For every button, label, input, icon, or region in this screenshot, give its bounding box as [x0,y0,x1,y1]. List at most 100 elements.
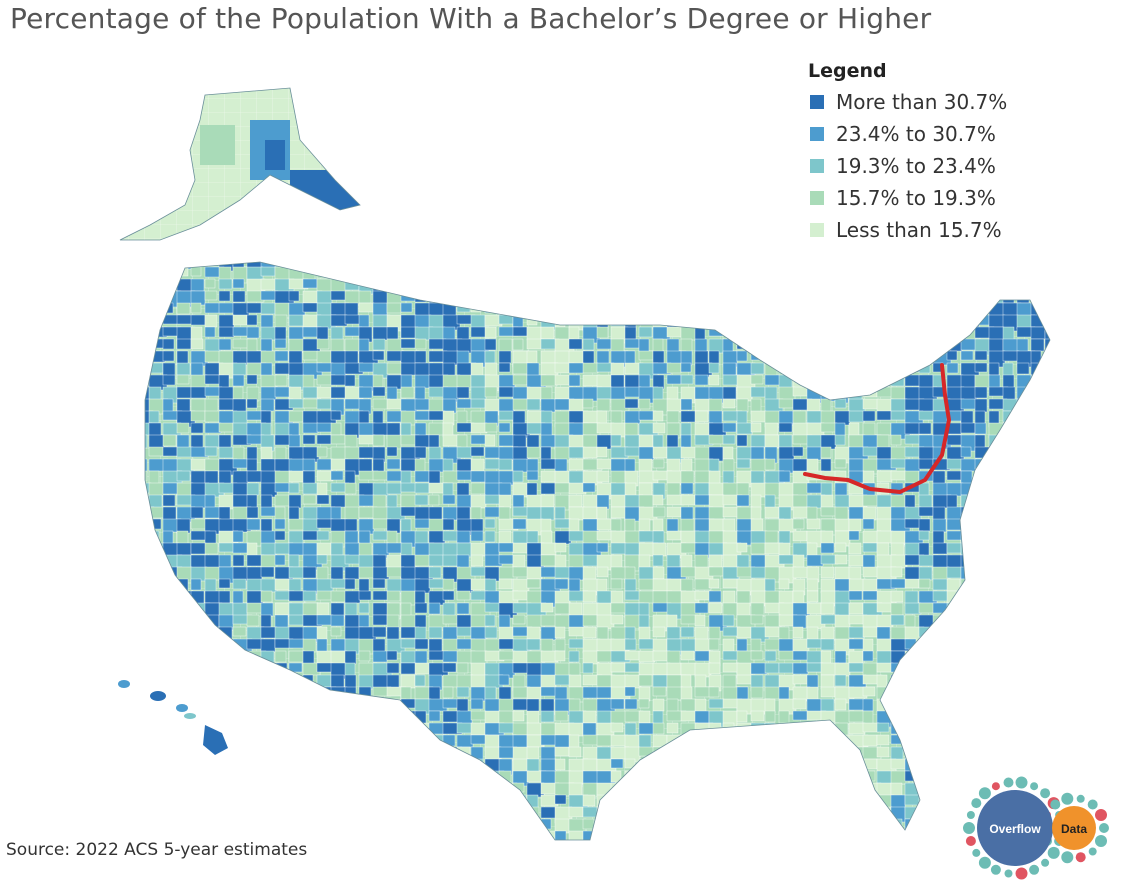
county-cell [190,542,207,555]
county-cell [582,626,597,639]
county-cell [386,262,399,268]
county-cell [568,350,586,365]
county-cell [345,843,364,853]
county-cell [204,674,219,689]
county-cell [568,278,586,293]
county-cell [666,302,682,315]
county-cell [246,302,264,314]
county-cell [372,818,392,832]
county-cell [260,698,273,714]
county-cell [148,710,167,728]
county-cell [260,806,276,818]
county-cell [218,302,236,314]
county-cell [526,278,545,293]
county-cell [302,590,317,602]
county-cell [918,262,938,272]
county-cell [568,722,584,737]
county-cell [484,302,502,314]
county-cell [1016,290,1030,304]
county-cell [848,638,865,650]
county-cell [302,482,320,495]
county-cell [610,434,622,447]
county-cell [764,350,782,365]
county-cell [428,554,444,567]
county-cell [456,262,473,270]
county-cell [145,602,151,616]
legend-items: More than 30.7% 23.4% to 30.7% 19.3% to 23… [808,86,1007,246]
logo-dot [1004,869,1013,878]
county-cell [694,410,709,423]
county-cell [736,782,749,799]
county-cell [918,674,936,688]
county-cell [1030,470,1047,485]
county-cell [764,434,780,449]
county-cell [442,506,458,521]
county-cell [666,266,678,278]
county-cell [148,782,164,798]
county-cell [750,806,771,824]
county-cell [932,262,950,266]
county-cell [386,746,401,761]
county-cell [988,262,1005,269]
county-cell [1059,663,1073,679]
county-cell [988,626,1008,643]
county-cell [555,843,571,859]
county-cell [638,266,653,282]
county-cell [386,770,407,787]
county-cell [190,722,206,734]
county-cell [778,302,799,320]
county-cell [764,278,782,289]
county-cell [302,602,319,617]
county-cell [834,662,851,677]
county-cell [190,506,204,519]
county-cell [414,626,427,640]
county-cell [484,794,505,807]
county-cell [764,686,782,700]
county-cell [302,422,319,434]
county-cell [695,843,709,854]
county-cell [1059,471,1075,487]
county-cell [1059,363,1072,379]
county-cell [400,542,413,557]
county-cell [554,262,567,268]
county-cell [428,818,442,836]
county-cell [778,290,797,306]
county-cell [764,326,776,344]
county-cell [400,554,416,569]
county-cell [540,506,555,521]
county-cell [568,542,585,556]
county-cell [513,855,530,867]
county-cell [596,326,609,339]
county-cell [190,262,204,267]
county-cell [498,542,515,553]
county-cell [736,554,750,569]
county-cell [834,554,848,565]
county-cell [330,422,342,436]
county-cell [512,554,526,569]
county-cell [274,782,294,794]
county-cell [302,818,319,834]
county-cell [736,314,753,332]
county-cell [176,722,196,740]
county-cell [372,326,390,341]
county-cell [890,434,902,446]
county-cell [792,290,810,301]
county-cell [372,830,393,840]
county-cell [540,758,557,772]
county-cell [540,434,556,448]
county-cell [148,578,164,596]
county-cell [414,338,427,350]
county-cell [1002,554,1016,569]
county-cell [904,602,922,615]
county-cell [540,482,556,495]
county-cell [736,710,748,723]
county-cell [918,746,936,760]
county-cell [246,470,263,483]
county-cell [190,338,204,350]
county-cell [694,614,706,627]
county-cell [1044,746,1050,761]
county-cell [1044,590,1050,603]
county-cell [918,458,934,470]
county-cell [904,710,925,721]
county-cell [624,830,638,840]
